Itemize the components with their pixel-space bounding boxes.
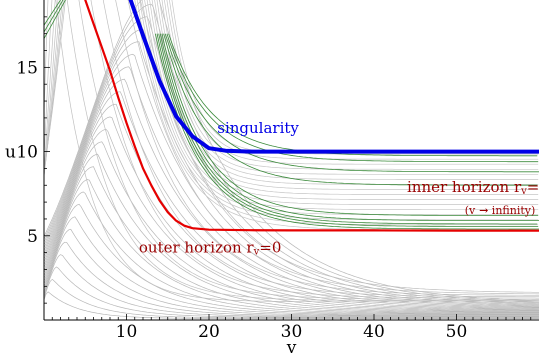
background-curve-43 <box>159 0 539 180</box>
background-curve-14 <box>44 116 539 310</box>
background-curve-44 <box>161 0 539 175</box>
background-curve-10 <box>44 166 539 313</box>
background-curve-25 <box>44 0 539 303</box>
x-tick-label: 20 <box>198 322 220 342</box>
x-tick-label: 40 <box>363 322 385 342</box>
green-curve-7 <box>166 33 539 163</box>
y-tick-label: 15 <box>16 58 38 78</box>
background-curve-45 <box>164 0 539 170</box>
singularity-label: singularity <box>217 119 299 137</box>
green-curve-5 <box>163 33 538 186</box>
background-curve-5 <box>44 228 539 316</box>
background-curve-30 <box>44 0 539 296</box>
background-curve-17 <box>44 78 539 308</box>
x-tick-label: 10 <box>116 322 138 342</box>
background-curve-9 <box>44 179 539 314</box>
background-curve-29 <box>44 0 539 298</box>
outer-horizon-label: outer horizon rv=0 <box>139 239 282 258</box>
background-curve-31 <box>44 0 539 295</box>
x-axis-label: v <box>286 338 297 356</box>
x-tick-label: 30 <box>281 322 303 342</box>
background-curve-41 <box>154 0 539 190</box>
main-series <box>84 0 539 232</box>
inner-horizon-note: (v → infinity) <box>465 204 536 217</box>
background-curve-16 <box>44 91 539 309</box>
y-axis-label: u <box>5 143 16 163</box>
green-curve-4 <box>161 33 539 217</box>
background-curve-37 <box>144 0 539 211</box>
outer-horizon-curve <box>84 0 539 232</box>
green-corner-2 <box>44 0 66 39</box>
background-curve-28 <box>44 0 539 299</box>
green-curve-6 <box>164 33 539 173</box>
background-curve-19 <box>44 53 539 306</box>
y-tick-label: 5 <box>27 227 38 247</box>
background-curve-32 <box>44 0 539 293</box>
green-corner-1 <box>44 0 64 33</box>
background-curve-24 <box>44 0 539 302</box>
background-curve-36 <box>141 0 539 216</box>
background-curve-27 <box>44 0 539 300</box>
green-curve-1 <box>156 33 539 227</box>
background-curve-11 <box>44 153 539 312</box>
background-curve-35 <box>139 0 539 221</box>
singularity-curve <box>128 0 539 154</box>
y-tick-label: 10 <box>16 143 38 163</box>
background-curve-46 <box>166 0 539 165</box>
green-corner-0 <box>44 0 61 26</box>
background-curve-26 <box>44 0 539 301</box>
green-curve-3 <box>159 33 539 222</box>
green-curve-2 <box>158 33 538 225</box>
background-curve-13 <box>44 128 539 311</box>
background-curve-39 <box>149 0 539 200</box>
background-curve-8 <box>44 191 539 314</box>
inner-horizon-label: inner horizon rv=0 <box>407 178 539 197</box>
background-curve-42 <box>156 0 539 185</box>
green-curve-8 <box>168 33 538 157</box>
green-curve-0 <box>155 33 539 230</box>
background-curves <box>44 0 539 319</box>
background-curve-40 <box>151 0 539 195</box>
x-tick-label: 50 <box>446 322 468 342</box>
background-curve-47 <box>169 0 539 160</box>
